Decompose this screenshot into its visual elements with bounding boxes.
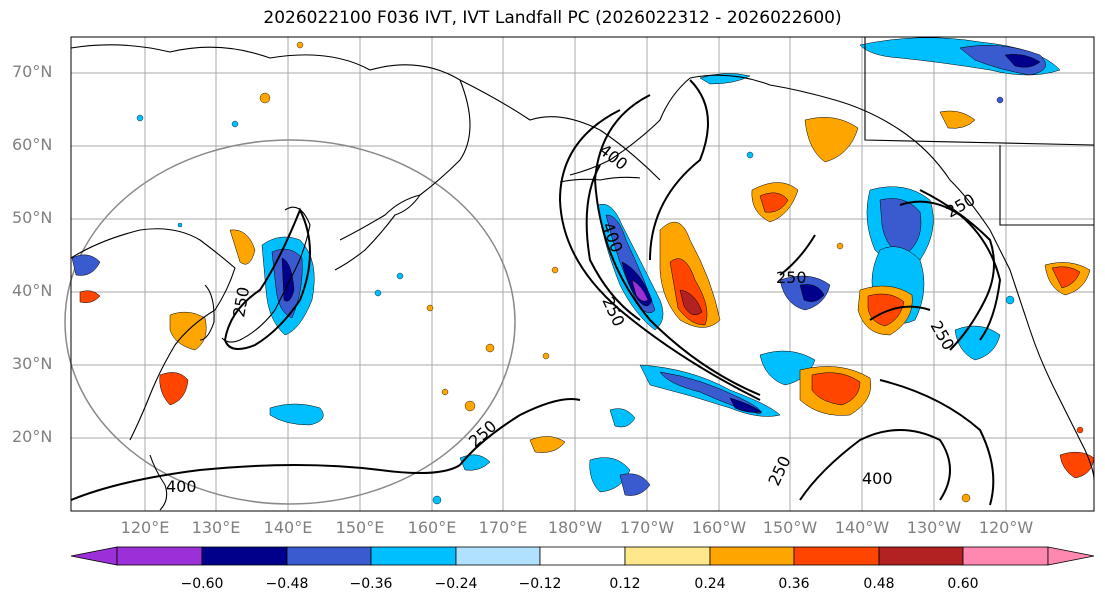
ivt-contours — [70, 79, 1002, 506]
colorbar-segment — [116, 546, 203, 566]
ivt-shading — [71, 37, 1095, 496]
colorbar-tick-label: 0.12 — [609, 576, 641, 592]
lat-tick-label: 70°N — [12, 62, 53, 81]
colorbar-high-extend — [1047, 546, 1095, 566]
lat-tick-label: 40°N — [12, 281, 53, 300]
colorbar-tick-label: 0.24 — [694, 576, 726, 592]
colorbar-tick-label: −0.12 — [518, 576, 562, 592]
colorbar-segment — [793, 546, 880, 566]
lon-tick-label: 130°E — [191, 518, 241, 537]
lon-tick-label: 180°W — [547, 518, 603, 537]
colorbar-tick-label: 0.48 — [863, 576, 895, 592]
lon-tick-label: 130°W — [906, 518, 962, 537]
colorbar-segment — [201, 546, 288, 566]
lon-tick-label: 140°W — [834, 518, 890, 537]
lat-tick-label: 50°N — [12, 208, 53, 227]
lon-tick-label: 170°W — [619, 518, 675, 537]
colorbar — [70, 546, 1095, 566]
lon-tick-label: 170°E — [478, 518, 528, 537]
lat-tick-label: 20°N — [12, 427, 53, 446]
ivt-speckles — [136, 41, 1084, 505]
colorbar-segment — [370, 546, 457, 566]
lon-tick-label: 120°E — [120, 518, 170, 537]
map-title: 2026022100 F036 IVT, IVT Landfall PC (20… — [263, 8, 842, 28]
colorbar-segment — [709, 546, 795, 566]
colorbar-segment — [624, 546, 711, 566]
colorbar-segment — [455, 546, 541, 566]
lon-tick-label: 140°E — [263, 518, 313, 537]
lat-tick-label: 60°N — [12, 135, 53, 154]
colorbar-tick-label: −0.48 — [265, 576, 309, 592]
lon-tick-label: 160°W — [691, 518, 747, 537]
lon-tick-label: 150°E — [335, 518, 385, 537]
colorbar-tick-label: −0.36 — [349, 576, 393, 592]
colorbar-tick-label: 0.36 — [778, 576, 810, 592]
colorbar-segment — [962, 546, 1049, 566]
lon-tick-label: 150°W — [762, 518, 818, 537]
colorbar-segment — [286, 546, 372, 566]
contour-label: 250 — [776, 268, 807, 287]
colorbar-segment — [878, 546, 964, 566]
landfall-region-circle — [64, 139, 516, 505]
contour-label: 400 — [166, 477, 197, 496]
colorbar-tick-label: 0.60 — [947, 576, 979, 592]
contour-label: 400 — [862, 469, 893, 488]
lat-tick-label: 30°N — [12, 354, 53, 373]
lon-tick-label: 120°W — [978, 518, 1034, 537]
colorbar-segment — [539, 546, 626, 566]
colorbar-tick-label: −0.60 — [180, 576, 224, 592]
lon-tick-label: 160°E — [407, 518, 457, 537]
longitude-gridlines — [144, 37, 1007, 511]
coastlines — [70, 37, 1095, 511]
colorbar-tick-label: −0.24 — [434, 576, 478, 592]
colorbar-low-extend — [70, 546, 118, 566]
